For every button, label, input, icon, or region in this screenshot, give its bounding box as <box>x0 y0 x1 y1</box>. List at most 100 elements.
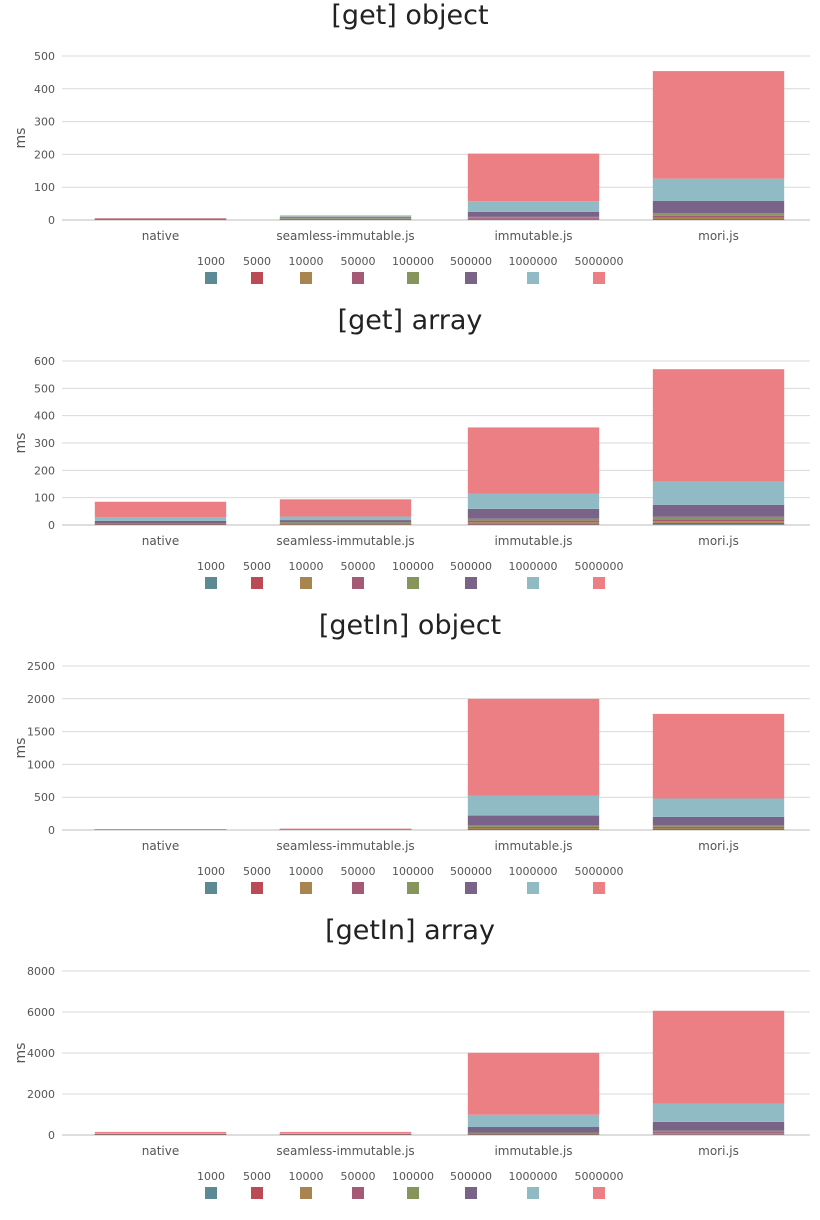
bar-immutable-js-100000 <box>467 216 600 218</box>
legend-swatch[interactable] <box>205 1187 217 1199</box>
legend-label: 5000000 <box>575 865 624 878</box>
bar-immutable-js-1000000 <box>467 493 600 509</box>
bar-mori-js-50000 <box>652 1131 785 1133</box>
bar-mori-js-5000000 <box>652 71 785 179</box>
y-tick-label: 2000 <box>27 693 55 706</box>
bar-seamless-immutable-js-1000000 <box>279 1133 412 1134</box>
legend-swatch[interactable] <box>465 882 477 894</box>
y-axis-label: ms <box>13 433 29 454</box>
legend-label: 100000 <box>392 255 434 268</box>
legend-swatch[interactable] <box>593 577 605 589</box>
bar-immutable-js-1000 <box>467 1134 600 1135</box>
bar-mori-js-100000 <box>652 825 785 827</box>
legend-swatch[interactable] <box>527 577 539 589</box>
legend-swatch[interactable] <box>300 882 312 894</box>
legend-label: 5000 <box>243 1170 271 1183</box>
legend-label: 100000 <box>392 560 434 573</box>
x-category-label: native <box>142 229 179 243</box>
bar-mori-js-5000 <box>652 219 785 220</box>
legend-swatch[interactable] <box>300 272 312 284</box>
chart-get-array: [get] array ms 0 100 200 300 400 500 600 native se… <box>13 305 810 589</box>
legend-swatch[interactable] <box>251 882 263 894</box>
y-tick-label: 0 <box>48 1129 55 1142</box>
legend-label: 1000 <box>197 560 225 573</box>
legend-swatch[interactable] <box>251 577 263 589</box>
bar-mori-js-1000 <box>652 1134 785 1135</box>
legend-swatch[interactable] <box>300 1187 312 1199</box>
y-tick-label: 100 <box>34 181 55 194</box>
legend-swatch[interactable] <box>300 577 312 589</box>
bar-seamless-immutable-js-500000 <box>279 1133 412 1135</box>
y-tick-label: 0 <box>48 824 55 837</box>
x-category-label: immutable.js <box>494 229 572 243</box>
legend-swatch[interactable] <box>251 1187 263 1199</box>
bar-native-100000 <box>94 523 227 524</box>
legend-swatch[interactable] <box>352 577 364 589</box>
bar-native-1000000 <box>94 218 227 220</box>
bar-immutable-js-5000 <box>467 1133 600 1135</box>
chart-get-object: [get] object ms 0 100 200 300 400 500 native seam… <box>13 0 810 284</box>
legend-swatch[interactable] <box>593 882 605 894</box>
legend-label: 1000000 <box>509 865 558 878</box>
x-category-label: seamless-immutable.js <box>276 1144 414 1158</box>
legend-label: 5000000 <box>575 560 624 573</box>
bar-immutable-js-5000 <box>467 829 600 830</box>
legend-swatch[interactable] <box>527 272 539 284</box>
bar-mori-js-5000000 <box>652 1010 785 1104</box>
legend-swatch[interactable] <box>407 882 419 894</box>
y-tick-label: 1000 <box>27 758 55 771</box>
legend-label: 5000000 <box>575 1170 624 1183</box>
bar-mori-js-10000 <box>652 1132 785 1134</box>
legend-swatch[interactable] <box>527 1187 539 1199</box>
legend-swatch[interactable] <box>593 272 605 284</box>
bar-immutable-js-1000 <box>467 829 600 830</box>
legend-swatch[interactable] <box>407 1187 419 1199</box>
bar-immutable-js-500000 <box>467 1127 600 1133</box>
bar-mori-js-5000 <box>652 522 785 525</box>
bar-immutable-js-1000 <box>467 524 600 525</box>
legend-swatch[interactable] <box>465 1187 477 1199</box>
legend-swatch[interactable] <box>465 577 477 589</box>
legend-label: 10000 <box>289 1170 324 1183</box>
legend-label: 10000 <box>289 255 324 268</box>
bar-native-5000000 <box>94 829 227 830</box>
bar-mori-js-5000 <box>652 829 785 830</box>
bar-native-50000 <box>94 523 227 525</box>
bar-immutable-js-5000000 <box>467 153 600 202</box>
bar-mori-js-1000000 <box>652 481 785 505</box>
legend-swatch[interactable] <box>407 272 419 284</box>
chart-panel-getin-object: [getIn] object ms 0 500 1000 1500 2000 2500 nati… <box>0 610 820 915</box>
legend-swatch[interactable] <box>205 882 217 894</box>
legend-label: 5000 <box>243 560 271 573</box>
x-category-label: native <box>142 1144 179 1158</box>
bar-mori-js-500000 <box>652 1121 785 1131</box>
bar-seamless-immutable-js-100000 <box>279 522 412 524</box>
y-tick-label: 400 <box>34 83 55 96</box>
x-category-label: seamless-immutable.js <box>276 534 414 548</box>
legend-swatch[interactable] <box>407 577 419 589</box>
x-category-label: mori.js <box>698 534 739 548</box>
legend-label: 100000 <box>392 1170 434 1183</box>
legend-label: 1000000 <box>509 560 558 573</box>
legend-swatch[interactable] <box>352 1187 364 1199</box>
y-tick-label: 300 <box>34 116 55 129</box>
y-tick-label: 6000 <box>27 1006 55 1019</box>
legend-swatch[interactable] <box>593 1187 605 1199</box>
bar-immutable-js-50000 <box>467 520 600 523</box>
legend-swatch[interactable] <box>205 577 217 589</box>
bar-seamless-immutable-js-5000000 <box>279 499 412 517</box>
x-category-label: native <box>142 839 179 853</box>
x-category-label: immutable.js <box>494 1144 572 1158</box>
legend-swatch[interactable] <box>352 272 364 284</box>
legend-swatch[interactable] <box>251 272 263 284</box>
bar-native-1000000 <box>94 1133 227 1134</box>
legend-swatch[interactable] <box>352 882 364 894</box>
legend-label: 100000 <box>392 865 434 878</box>
bar-immutable-js-5000000 <box>467 698 600 796</box>
legend-swatch[interactable] <box>527 882 539 894</box>
legend-swatch[interactable] <box>205 272 217 284</box>
legend-swatch[interactable] <box>465 272 477 284</box>
chart-getin-array: [getIn] array ms 0 2000 4000 6000 8000 native se… <box>13 915 810 1199</box>
bar-mori-js-5000000 <box>652 369 785 482</box>
bar-seamless-immutable-js-10000 <box>279 219 412 220</box>
